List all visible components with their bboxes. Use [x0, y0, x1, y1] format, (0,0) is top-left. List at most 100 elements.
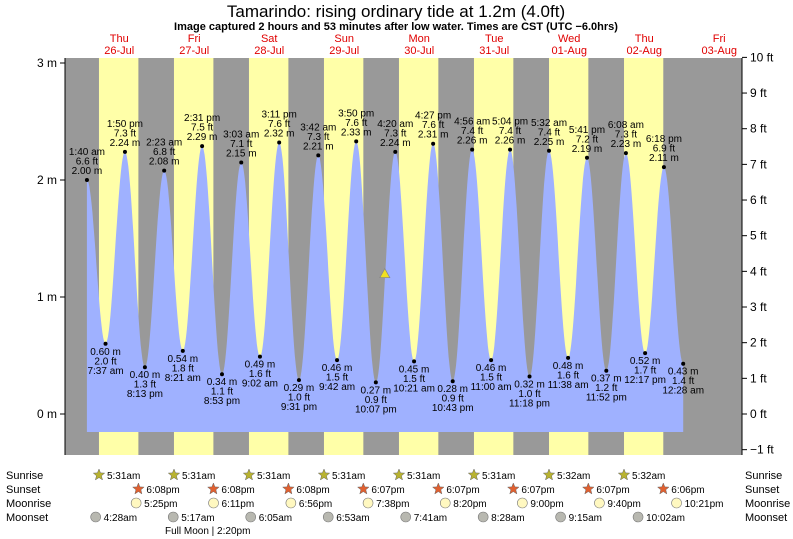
tide-label: 3:42 am [300, 122, 336, 133]
right-axis-tick-label: 5 ft [750, 229, 767, 243]
moonrise-icon [362, 497, 374, 509]
full-moon-label: Full Moon | 2:20pm [165, 526, 250, 537]
tide-label: 0.60 m [90, 347, 121, 358]
tide-point [681, 361, 686, 366]
sunset-time: 6:08pm [146, 485, 179, 496]
tide-label: 2.24 m [110, 138, 141, 149]
left-axis-tick-label: 3 m [37, 56, 57, 70]
sunset-icon [207, 482, 220, 495]
day-date-label: 31-Jul [479, 45, 509, 57]
right-axis-tick-label: 6 ft [750, 193, 767, 207]
current-tide-marker [379, 267, 391, 279]
tide-label: 0.37 m [591, 374, 622, 385]
tide-label: 7.2 ft [576, 134, 598, 145]
day-of-week-label: Sun [334, 33, 354, 45]
tide-label: 7:37 am [87, 366, 123, 377]
day-date-label: 03-Aug [701, 45, 736, 57]
day-of-week-label: Tue [485, 33, 504, 45]
chart-title: Tamarindo: rising ordinary tide at 1.2m … [227, 2, 565, 21]
right-axis-tick-label: 9 ft [750, 86, 767, 100]
moonset-row-label-left: Moonset [6, 512, 48, 524]
tide-label: 2.25 m [534, 137, 565, 148]
tide-label: 11:38 am [548, 380, 589, 391]
moonset-time: 7:41am [414, 513, 447, 524]
tide-point [489, 358, 494, 363]
sunset-time: 6:08pm [296, 485, 329, 496]
sunrise-icon [167, 468, 181, 481]
tide-point [566, 355, 571, 360]
tide-label: 4:27 pm [415, 111, 451, 122]
sunset-icon [282, 482, 295, 495]
tide-point [431, 141, 436, 146]
tide-point [122, 149, 127, 154]
moonrise-time: 6:11pm [222, 499, 255, 510]
moonset-icon [400, 511, 412, 523]
day-of-week-label: Fri [188, 33, 201, 45]
sunrise-icon [317, 468, 331, 481]
tide-label: 2.23 m [611, 139, 642, 150]
tide-label: 5:41 pm [569, 125, 605, 136]
tide-label: 0.34 m [207, 377, 238, 388]
tide-label: 1.6 ft [249, 369, 271, 380]
tide-point [661, 165, 666, 170]
day-date-label: 27-Jul [179, 45, 209, 57]
tide-point [604, 368, 609, 373]
tide-label: 0.27 m [361, 385, 392, 396]
left-axis-tick-label: 0 m [37, 407, 57, 421]
day-date-label: 30-Jul [404, 45, 434, 57]
moonrise-icon [517, 497, 528, 509]
tide-label: 6:18 pm [646, 134, 682, 145]
moonrise-time: 9:00pm [530, 499, 563, 510]
moonset-time: 6:53am [336, 513, 369, 524]
tide-point [470, 147, 475, 152]
tide-label: 11:52 pm [586, 393, 627, 404]
sunrise-icon [617, 468, 631, 481]
sunrise-icon [92, 468, 106, 481]
sunset-row-label-left: Sunset [6, 484, 40, 496]
moonrise-time: 8:20pm [453, 499, 486, 510]
tide-point [180, 348, 185, 353]
tide-point [200, 144, 205, 149]
moonrise-icon [285, 497, 297, 509]
tide-label: 6.6 ft [76, 157, 98, 168]
moonset-time: 8:28am [491, 513, 524, 524]
moonset-icon [477, 511, 489, 523]
sunrise-time: 5:31am [182, 471, 215, 482]
day-labels: Thu26-JulFri27-JulSat28-JulSun29-JulMon3… [104, 33, 737, 57]
moonset-time: 4:28am [104, 513, 137, 524]
sunrise-time: 5:31am [257, 471, 290, 482]
tide-label: 1.5 ft [480, 373, 502, 384]
moonrise-row-label-right: Moonrise [745, 498, 790, 510]
tide-label: 2.32 m [264, 129, 295, 140]
sunrise-icon [392, 468, 406, 481]
tide-label: 7.5 ft [191, 123, 213, 134]
tide-label: 0.49 m [245, 360, 276, 371]
sunset-icon [356, 482, 370, 495]
day-of-week-label: Wed [558, 33, 580, 45]
sunset-time: 6:07pm [371, 485, 404, 496]
day-date-label: 29-Jul [329, 45, 359, 57]
tide-label: 1:40 am [69, 147, 105, 158]
tide-point [547, 148, 552, 153]
sunrise-row-label-left: Sunrise [6, 470, 43, 482]
tide-point [103, 341, 108, 346]
tide-label: 12:17 pm [624, 375, 666, 386]
tide-curve [86, 141, 684, 432]
tide-label: 11:00 am [471, 382, 512, 393]
tide-labels: 1:40 am6.6 ft2.00 m 0.60 m2.0 ft7:37 am 1:… [69, 108, 704, 415]
moonrise-icon [594, 497, 605, 509]
moonset-icon [632, 511, 644, 523]
tide-label: 2:31 pm [184, 113, 220, 124]
tide-label: 8:53 pm [204, 396, 240, 407]
tide-label: 0.46 m [322, 363, 353, 374]
left-axis-tick-label: 1 m [37, 290, 57, 304]
tide-label: 9:02 am [242, 379, 278, 390]
tide-point [257, 354, 262, 359]
moonrise-time: 5:25pm [144, 499, 177, 510]
tide-label: 2.21 m [303, 141, 334, 152]
tide-point [239, 160, 244, 165]
moonset-icon [555, 511, 566, 523]
tide-label: 3:03 am [223, 129, 259, 140]
tide-label: 1.6 ft [557, 370, 579, 381]
tide-label: 2.00 m [72, 166, 103, 177]
